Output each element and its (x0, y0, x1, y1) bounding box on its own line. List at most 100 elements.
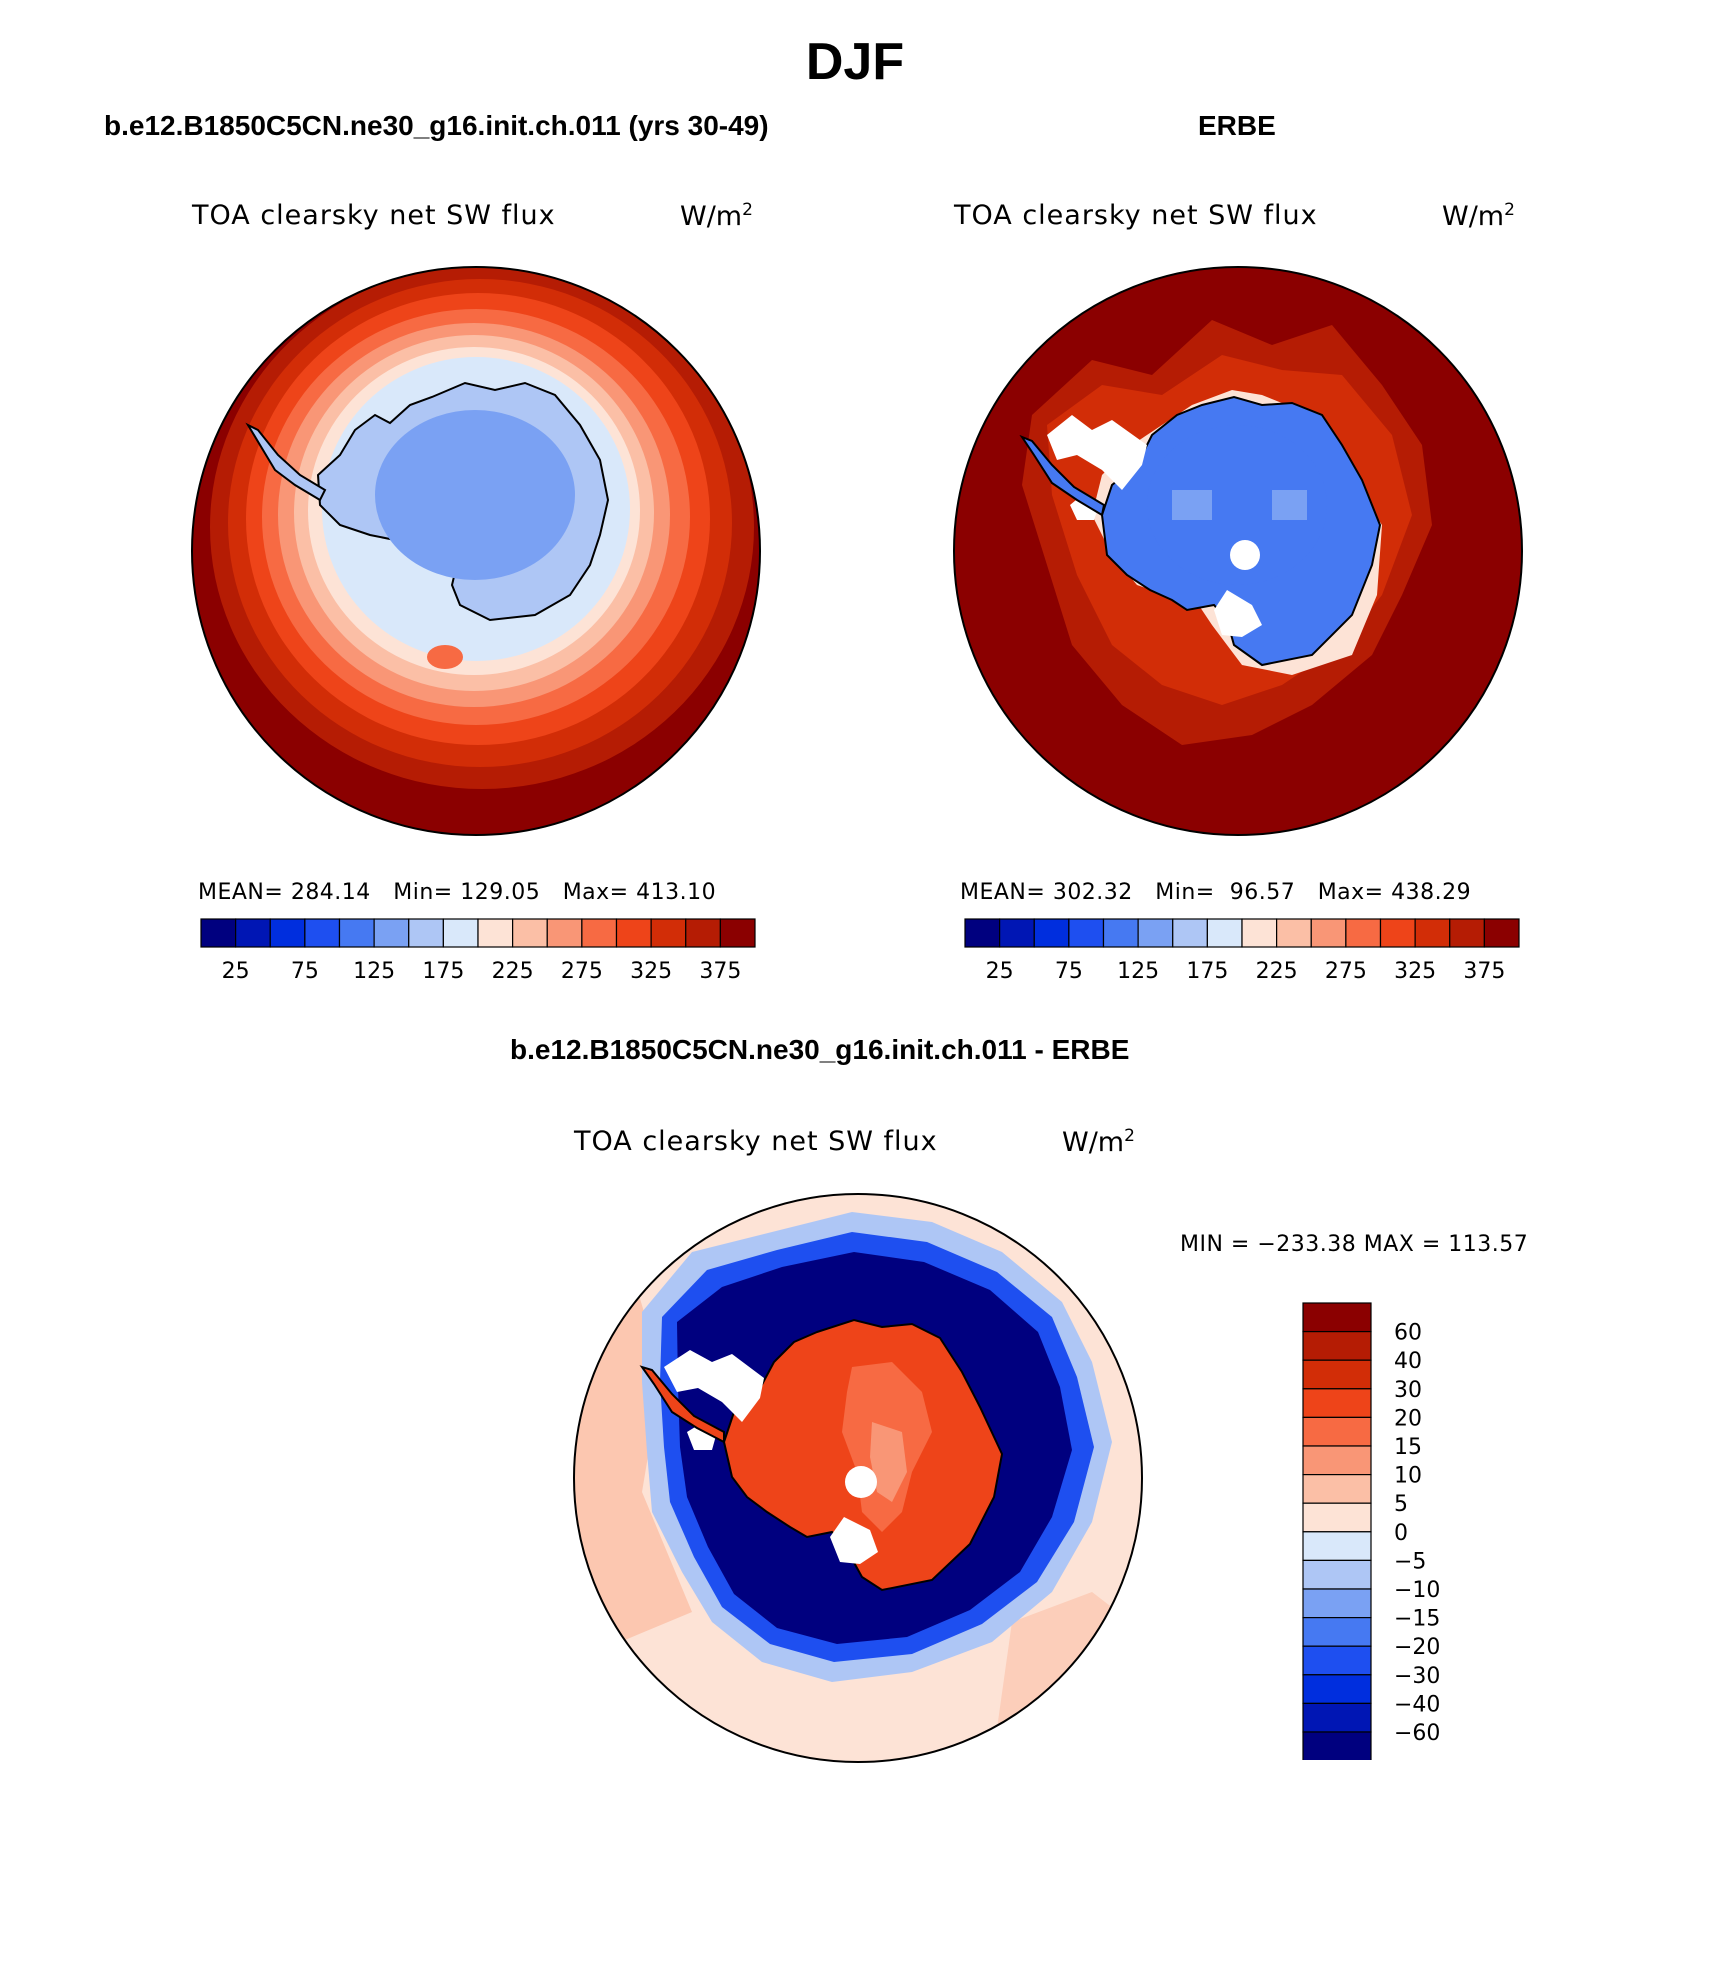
panel-3-colorbar: 60 40 30 20 15 10 5 0 −5 −10 −15 −20 −30 −40 −60 (1302, 1302, 1440, 1760)
panel-1-colorbar: 25 75 125 175 225 275 325 375 (200, 918, 756, 984)
panel-2-polar-map (953, 266, 1523, 836)
panel-3-colorbar-swatch (1302, 1388, 1372, 1419)
panel-1-colorbar-tick-label: 125 (353, 959, 395, 984)
panel-3-colorbar-swatch (1302, 1302, 1372, 1333)
panel-3-colorbar-swatch (1302, 1416, 1372, 1447)
panel-2-colorbar-swatch (1241, 918, 1278, 948)
antarctic-peninsula (245, 422, 327, 502)
panel-2-colorbar-swatch (1102, 918, 1139, 948)
panel-1-colorbar-swatch (200, 918, 237, 948)
panel-1-colorbar-tick-label: 275 (561, 959, 603, 984)
panel-3-colorbar-tick-label: −60 (1394, 1721, 1440, 1746)
panel-1-colorbar-swatch (650, 918, 687, 948)
panel-2-colorbar-swatch (1206, 918, 1243, 948)
antarctic-peninsula (1019, 434, 1106, 517)
panel-2-colorbar-tick-label: 175 (1186, 959, 1228, 984)
panel-3-colorbar-swatch (1302, 1617, 1372, 1647)
panel-2-colorbar-swatch (1276, 918, 1312, 948)
panel-1-colorbar-swatch (685, 918, 721, 948)
panel-2-colorbar-swatch (964, 918, 1001, 948)
panel-1-stats: MEAN= 284.14 Min= 129.05 Max= 413.10 (198, 880, 717, 905)
panel-1-colorbar-tick-label: 375 (699, 959, 741, 984)
white-missing-data (664, 1350, 764, 1422)
panel-2-colorbar-tick-label: 275 (1325, 959, 1367, 984)
panel-3-colorbar-swatch (1302, 1674, 1372, 1704)
panel-2-colorbar-swatch (1449, 918, 1485, 948)
panel-2-units: W/m2 (1442, 200, 1515, 232)
panel-3-colorbar-tick-label: 10 (1394, 1464, 1422, 1489)
panel-3-colorbar-swatch (1302, 1531, 1372, 1562)
panel-1-polar-map (191, 266, 761, 836)
panel-3-colorbar-tick-label: −30 (1394, 1664, 1440, 1689)
panel-1-colorbar-tick-label: 325 (630, 959, 672, 984)
panel-1-colorbar-swatch (546, 918, 583, 948)
panel-2-colorbar-tick-label: 125 (1117, 959, 1159, 984)
panel-1-colorbar-swatch (719, 918, 756, 948)
panel-3-colorbar-tick-label: −40 (1394, 1692, 1440, 1717)
panel-1-colorbar-swatch (304, 918, 341, 948)
panel-3-colorbar-swatch (1302, 1645, 1372, 1676)
panel-2-colorbar-swatch (1345, 918, 1382, 948)
pole-hole (845, 1466, 877, 1498)
panel-3-colorbar-tick-label: 40 (1394, 1349, 1422, 1374)
panel-2-colorbar: 25 75 125 175 225 275 325 375 (964, 918, 1520, 984)
panel-1-variable-title: TOA clearsky net SW flux (192, 200, 556, 231)
panel-1-colorbar-swatch (408, 918, 444, 948)
panel-2-variable-title: TOA clearsky net SW flux (954, 200, 1318, 231)
panel-2-colorbar-tick-label: 75 (1055, 959, 1083, 984)
panel-3-colorbar-swatch (1302, 1588, 1372, 1619)
panel-1-colorbar-swatch (338, 918, 375, 948)
panel-1-colorbar-swatch (512, 918, 548, 948)
panel-3-colorbar-swatch (1302, 1559, 1372, 1590)
panel-2-header: ERBE (1198, 110, 1276, 141)
panel-3-variable-title: TOA clearsky net SW flux (574, 1126, 938, 1157)
panel-3-colorbar-tick-label: −15 (1394, 1607, 1440, 1632)
panel-2-colorbar-swatch (1033, 918, 1070, 948)
panel-3-polar-map (573, 1193, 1143, 1763)
panel-3-colorbar-tick-label: 15 (1394, 1435, 1422, 1460)
panel-3-colorbar-tick-label: 60 (1394, 1321, 1422, 1346)
panel-1-colorbar-tick-label: 175 (422, 959, 464, 984)
panel-1-colorbar-swatch (615, 918, 652, 948)
panel-3-stats: MIN = −233.38 MAX = 113.57 (1180, 1232, 1529, 1257)
panel-3-colorbar-swatch (1302, 1331, 1372, 1361)
panel-2-colorbar-tick-label: 25 (986, 959, 1014, 984)
panel-1-colorbar-swatch (581, 918, 618, 948)
panel-2-colorbar-swatch (1137, 918, 1174, 948)
panel-3-colorbar-swatch (1302, 1702, 1372, 1733)
pole-hole (1230, 540, 1260, 570)
panel-2-colorbar-swatch (1414, 918, 1451, 948)
panel-1-colorbar-swatch (442, 918, 479, 948)
white-missing-data (1047, 415, 1147, 490)
panel-2-colorbar-swatch (1172, 918, 1208, 948)
panel-1-header: b.e12.B1850C5CN.ne30_g16.init.ch.011 (yr… (104, 110, 769, 141)
panel-3-colorbar-tick-label: 20 (1394, 1406, 1422, 1431)
panel-3-colorbar-swatch (1302, 1502, 1372, 1533)
panel-2-colorbar-swatch (999, 918, 1035, 948)
panel-2-colorbar-swatch (1379, 918, 1416, 948)
panel-1-colorbar-tick-label: 25 (222, 959, 250, 984)
panel-1-colorbar-swatch (477, 918, 514, 948)
antarctic-peninsula (639, 1365, 725, 1444)
panel-3-colorbar-tick-label: 0 (1394, 1521, 1408, 1546)
panel-3-colorbar-swatch (1302, 1731, 1372, 1760)
panel-2-colorbar-tick-label: 325 (1394, 959, 1436, 984)
panel-3-colorbar-swatch (1302, 1359, 1372, 1390)
panel-1-colorbar-tick-label: 75 (291, 959, 319, 984)
panel-3-units: W/m2 (1062, 1126, 1135, 1158)
panel-3-header: b.e12.B1850C5CN.ne30_g16.init.ch.011 - E… (510, 1034, 1130, 1065)
panel-1-colorbar-swatch (235, 918, 271, 948)
panel-2-colorbar-tick-label: 375 (1463, 959, 1505, 984)
panel-1-colorbar-swatch (373, 918, 410, 948)
panel-3-colorbar-tick-label: −10 (1394, 1578, 1440, 1603)
page-title: DJF (805, 33, 905, 91)
panel-3-colorbar-tick-label: −5 (1394, 1549, 1426, 1574)
panel-1-units: W/m2 (680, 200, 753, 232)
panel-2-colorbar-swatch (1483, 918, 1520, 948)
panel-3-colorbar-swatch (1302, 1445, 1372, 1476)
panel-2-stats: MEAN= 302.32 Min= 96.57 Max= 438.29 (960, 880, 1472, 905)
panel-3-colorbar-tick-label: 5 (1394, 1492, 1408, 1517)
panel-1-colorbar-tick-label: 225 (492, 959, 534, 984)
panel-2-colorbar-tick-label: 225 (1256, 959, 1298, 984)
panel-3-colorbar-tick-label: 30 (1394, 1378, 1422, 1403)
